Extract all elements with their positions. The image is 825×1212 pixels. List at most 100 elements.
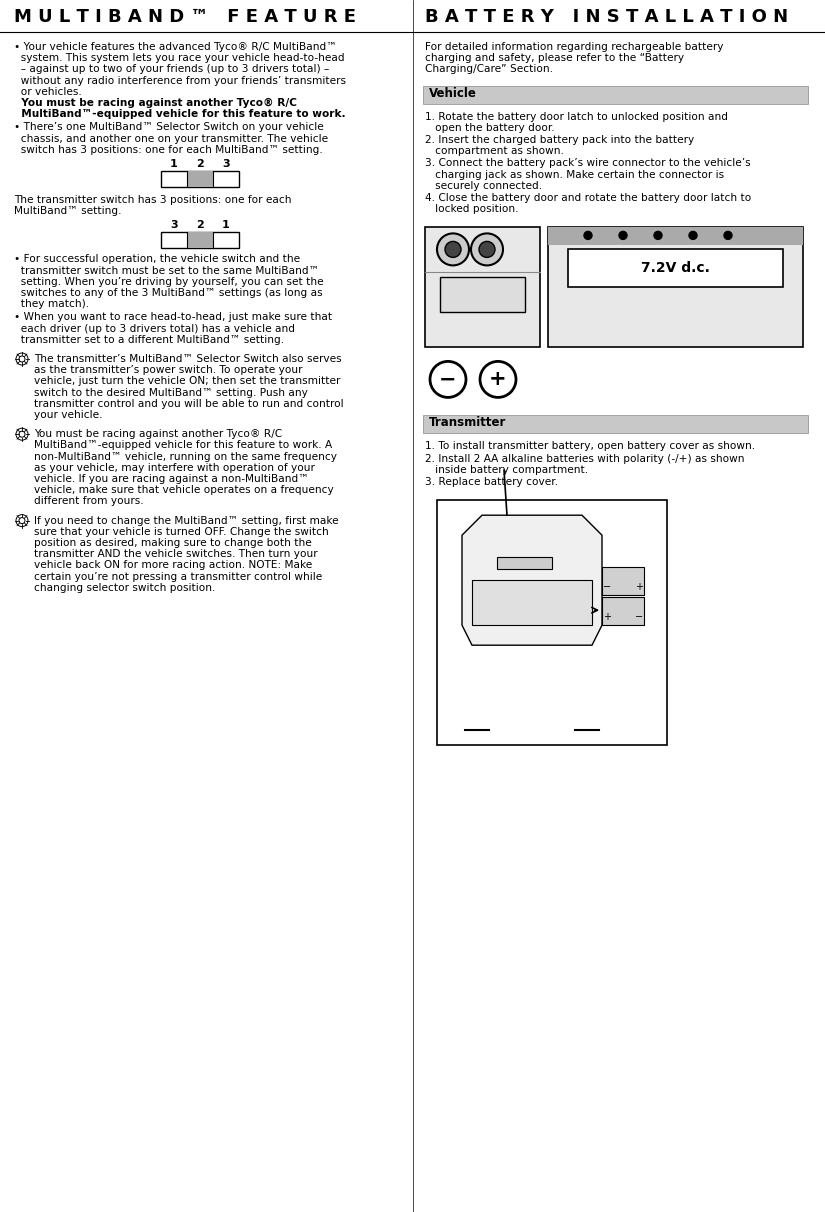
Text: The transmitter’s MultiBand™ Selector Switch also serves: The transmitter’s MultiBand™ Selector Sw… — [34, 354, 342, 364]
Text: or vehicles.: or vehicles. — [14, 87, 85, 97]
Text: +: + — [489, 370, 507, 389]
Text: • When you want to race head-to-head, just make sure that: • When you want to race head-to-head, ju… — [14, 313, 332, 322]
Text: MultiBand™ setting.: MultiBand™ setting. — [14, 206, 121, 216]
Text: 2: 2 — [196, 221, 204, 230]
Text: vehicle, just turn the vehicle ON; then set the transmitter: vehicle, just turn the vehicle ON; then … — [34, 377, 341, 387]
Bar — [472, 581, 592, 625]
Bar — [548, 228, 803, 245]
Text: – against up to two of your friends (up to 3 drivers total) –: – against up to two of your friends (up … — [14, 64, 329, 74]
Text: The transmitter switch has 3 positions: one for each: The transmitter switch has 3 positions: … — [14, 195, 291, 205]
Text: B A T T E R Y   I N S T A L L A T I O N: B A T T E R Y I N S T A L L A T I O N — [425, 8, 788, 25]
Text: 1. To install transmitter battery, open battery cover as shown.: 1. To install transmitter battery, open … — [425, 441, 755, 451]
Bar — [161, 233, 239, 248]
Text: certain you’re not pressing a transmitter control while: certain you’re not pressing a transmitte… — [34, 572, 323, 582]
Text: 3: 3 — [222, 159, 230, 168]
Bar — [425, 228, 540, 348]
Text: they match).: they match). — [14, 299, 89, 309]
Text: −: − — [635, 612, 643, 622]
Circle shape — [480, 361, 516, 398]
Text: securely connected.: securely connected. — [425, 181, 542, 190]
Text: non-MultiBand™ vehicle, running on the same frequency: non-MultiBand™ vehicle, running on the s… — [34, 452, 337, 462]
Text: If you need to change the MultiBand™ setting, first make: If you need to change the MultiBand™ set… — [34, 515, 338, 526]
Text: −: − — [603, 582, 611, 593]
Text: switch to the desired MultiBand™ setting. Push any: switch to the desired MultiBand™ setting… — [34, 388, 308, 398]
Circle shape — [471, 234, 503, 265]
Text: charging jack as shown. Make certain the connector is: charging jack as shown. Make certain the… — [425, 170, 724, 179]
Text: For detailed information regarding rechargeable battery: For detailed information regarding recha… — [425, 42, 724, 52]
Text: 1: 1 — [170, 159, 178, 168]
Text: vehicle, make sure that vehicle operates on a frequency: vehicle, make sure that vehicle operates… — [34, 485, 334, 496]
Text: inside battery compartment.: inside battery compartment. — [425, 464, 588, 475]
Text: 2. Insert the charged battery pack into the battery: 2. Insert the charged battery pack into … — [425, 135, 695, 145]
Text: switch has 3 positions: one for each MultiBand™ setting.: switch has 3 positions: one for each Mul… — [14, 144, 323, 155]
Circle shape — [430, 361, 466, 398]
Text: system. This system lets you race your vehicle head-to-head: system. This system lets you race your v… — [14, 53, 345, 63]
Text: your vehicle.: your vehicle. — [34, 410, 102, 421]
Text: changing selector switch position.: changing selector switch position. — [34, 583, 215, 593]
Text: 1. Rotate the battery door latch to unlocked position and: 1. Rotate the battery door latch to unlo… — [425, 112, 728, 121]
Bar — [423, 86, 808, 103]
Bar — [440, 278, 525, 313]
Text: locked position.: locked position. — [425, 204, 518, 215]
Text: M U L T I B A N D ™   F E A T U R E: M U L T I B A N D ™ F E A T U R E — [14, 8, 356, 25]
Text: charging and safety, please refer to the “Battery: charging and safety, please refer to the… — [425, 53, 684, 63]
Text: You must be racing against another Tyco® R/C: You must be racing against another Tyco®… — [14, 98, 297, 108]
Circle shape — [479, 241, 495, 257]
Text: vehicle. If you are racing against a non-MultiBand™: vehicle. If you are racing against a non… — [34, 474, 309, 484]
Text: −: − — [439, 370, 457, 389]
Text: You must be racing against another Tyco® R/C: You must be racing against another Tyco®… — [34, 429, 282, 439]
Bar — [187, 171, 213, 187]
Text: • There’s one MultiBand™ Selector Switch on your vehicle: • There’s one MultiBand™ Selector Switch… — [14, 122, 323, 132]
Text: MultiBand™-equipped vehicle for this feature to work.: MultiBand™-equipped vehicle for this fea… — [14, 109, 346, 119]
Text: 3: 3 — [170, 221, 178, 230]
Bar — [423, 416, 808, 434]
Bar — [437, 501, 667, 745]
Circle shape — [619, 231, 627, 240]
Bar — [602, 567, 644, 595]
Bar — [548, 228, 803, 348]
Bar — [602, 598, 644, 625]
Text: different from yours.: different from yours. — [34, 497, 144, 507]
Bar — [161, 171, 239, 187]
Circle shape — [584, 231, 592, 240]
Text: Vehicle: Vehicle — [429, 86, 477, 99]
Circle shape — [437, 234, 469, 265]
Text: chassis, and another one on your transmitter. The vehicle: chassis, and another one on your transmi… — [14, 133, 328, 143]
Text: switches to any of the 3 MultiBand™ settings (as long as: switches to any of the 3 MultiBand™ sett… — [14, 288, 323, 298]
Text: 4. Close the battery door and rotate the battery door latch to: 4. Close the battery door and rotate the… — [425, 193, 752, 202]
Circle shape — [689, 231, 697, 240]
Text: 1: 1 — [222, 221, 230, 230]
Text: 2: 2 — [196, 159, 204, 168]
Text: 7.2V d.c.: 7.2V d.c. — [640, 262, 710, 275]
Text: position as desired, making sure to change both the: position as desired, making sure to chan… — [34, 538, 312, 548]
Bar — [568, 250, 783, 287]
Text: as the transmitter’s power switch. To operate your: as the transmitter’s power switch. To op… — [34, 365, 303, 376]
Text: +: + — [603, 612, 611, 622]
Bar — [187, 233, 213, 248]
Text: Charging/Care” Section.: Charging/Care” Section. — [425, 64, 553, 74]
Text: open the battery door.: open the battery door. — [425, 122, 554, 133]
Circle shape — [654, 231, 662, 240]
Text: setting. When you’re driving by yourself, you can set the: setting. When you’re driving by yourself… — [14, 276, 323, 287]
Text: as your vehicle, may interfere with operation of your: as your vehicle, may interfere with oper… — [34, 463, 315, 473]
Text: each driver (up to 3 drivers total) has a vehicle and: each driver (up to 3 drivers total) has … — [14, 324, 295, 333]
Text: +: + — [635, 582, 643, 593]
Text: MultiBand™-equipped vehicle for this feature to work. A: MultiBand™-equipped vehicle for this fea… — [34, 440, 332, 451]
Text: • Your vehicle features the advanced Tyco® R/C MultiBand™: • Your vehicle features the advanced Tyc… — [14, 42, 337, 52]
Text: 2. Install 2 AA alkaline batteries with polarity (-/+) as shown: 2. Install 2 AA alkaline batteries with … — [425, 453, 744, 464]
Text: compartment as shown.: compartment as shown. — [425, 147, 563, 156]
Text: transmitter switch must be set to the same MultiBand™: transmitter switch must be set to the sa… — [14, 265, 319, 275]
Text: 3. Replace battery cover.: 3. Replace battery cover. — [425, 478, 558, 487]
Circle shape — [445, 241, 461, 257]
Text: transmitter AND the vehicle switches. Then turn your: transmitter AND the vehicle switches. Th… — [34, 549, 318, 559]
Text: transmitter set to a different MultiBand™ setting.: transmitter set to a different MultiBand… — [14, 335, 284, 345]
Polygon shape — [462, 515, 602, 645]
Text: Transmitter: Transmitter — [429, 417, 507, 429]
Text: vehicle back ON for more racing action. NOTE: Make: vehicle back ON for more racing action. … — [34, 560, 312, 571]
Text: transmitter control and you will be able to run and control: transmitter control and you will be able… — [34, 399, 344, 408]
Text: 3. Connect the battery pack’s wire connector to the vehicle’s: 3. Connect the battery pack’s wire conne… — [425, 159, 751, 168]
Text: • For successful operation, the vehicle switch and the: • For successful operation, the vehicle … — [14, 255, 300, 264]
Bar — [497, 558, 552, 570]
Text: sure that your vehicle is turned OFF. Change the switch: sure that your vehicle is turned OFF. Ch… — [34, 527, 328, 537]
Text: without any radio interference from your friends’ transmiters: without any radio interference from your… — [14, 75, 346, 86]
